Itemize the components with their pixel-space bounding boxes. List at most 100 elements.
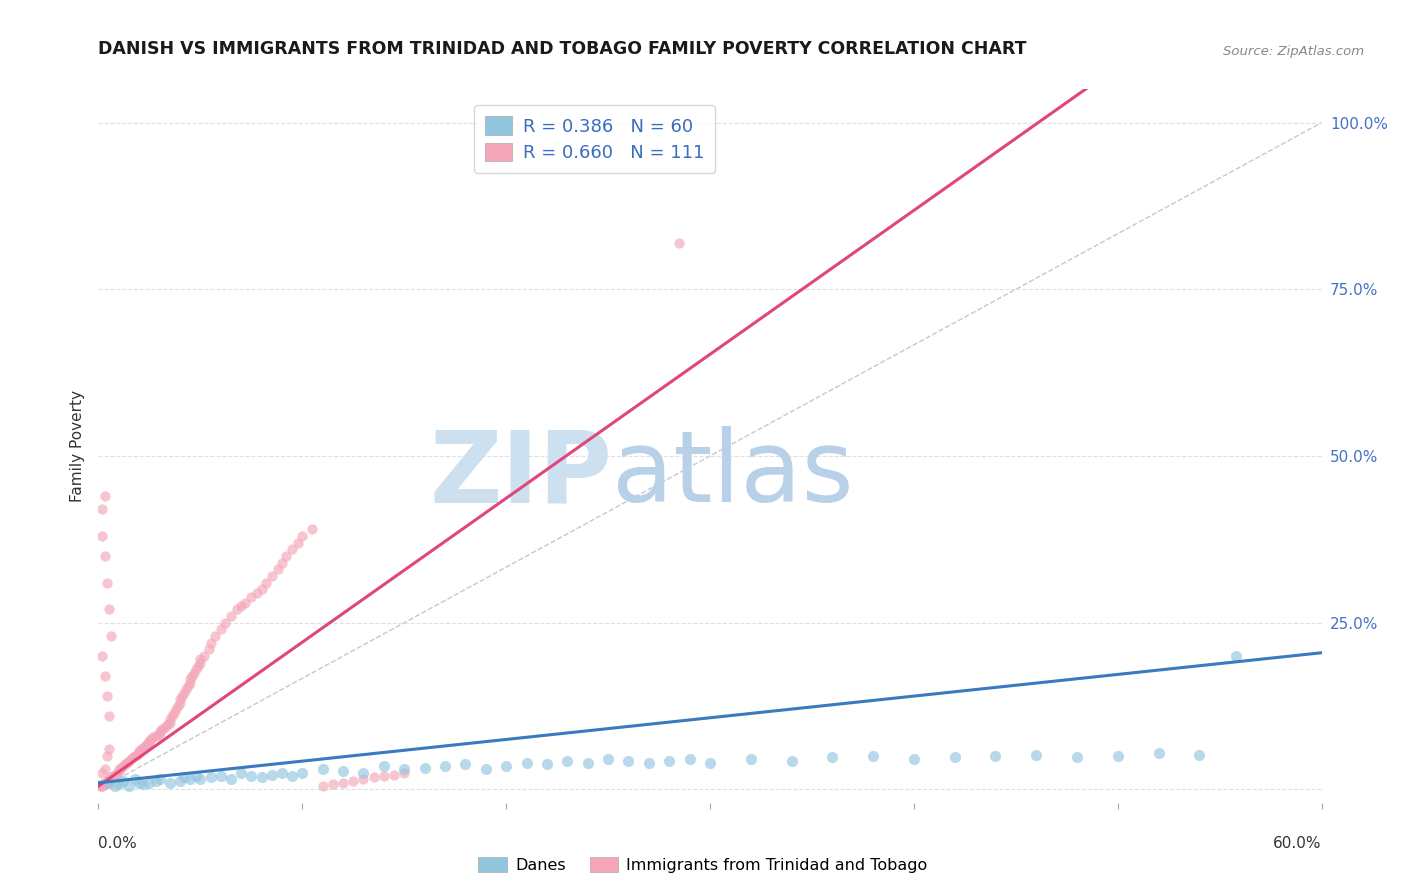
Text: ZIP: ZIP	[429, 426, 612, 523]
Point	[138, 776, 160, 790]
Point	[97, 772, 120, 787]
Point	[291, 765, 314, 780]
Point	[240, 769, 263, 783]
Point	[97, 776, 120, 790]
Point	[274, 549, 297, 563]
Point	[91, 779, 114, 793]
Point	[120, 752, 142, 766]
Point	[270, 765, 294, 780]
Point	[373, 769, 395, 783]
Point	[169, 774, 191, 789]
Point	[233, 596, 256, 610]
Point	[100, 629, 122, 643]
Point	[413, 761, 436, 775]
Point	[322, 777, 344, 791]
Point	[129, 742, 152, 756]
Point	[186, 662, 208, 676]
Point	[903, 752, 925, 766]
Point	[93, 549, 115, 563]
Point	[1025, 747, 1047, 762]
Point	[156, 717, 179, 731]
Point	[145, 774, 167, 789]
Point	[97, 602, 120, 616]
Point	[170, 689, 193, 703]
Point	[155, 719, 177, 733]
Point	[159, 715, 181, 730]
Point	[281, 769, 304, 783]
Point	[392, 765, 416, 780]
Point	[740, 752, 762, 766]
Point	[169, 696, 191, 710]
Point	[200, 636, 222, 650]
Point	[101, 769, 124, 783]
Point	[149, 723, 172, 738]
Point	[474, 763, 498, 777]
Point	[454, 757, 477, 772]
Point	[219, 609, 242, 624]
Point	[93, 763, 115, 777]
Y-axis label: Family Poverty: Family Poverty	[70, 390, 86, 502]
Legend: Danes, Immigrants from Trinidad and Tobago: Danes, Immigrants from Trinidad and Toba…	[472, 851, 934, 880]
Point	[1066, 750, 1088, 764]
Point	[122, 750, 145, 764]
Point	[108, 777, 131, 791]
Text: 0.0%: 0.0%	[98, 836, 138, 851]
Point	[1188, 747, 1211, 762]
Point	[392, 763, 416, 777]
Point	[301, 522, 323, 536]
Point	[943, 750, 966, 764]
Point	[219, 772, 242, 787]
Point	[260, 569, 283, 583]
Point	[141, 732, 163, 747]
Point	[188, 656, 212, 670]
Point	[104, 779, 127, 793]
Point	[250, 582, 273, 597]
Point	[127, 747, 149, 762]
Point	[89, 779, 111, 793]
Point	[984, 749, 1007, 764]
Point	[97, 742, 120, 756]
Point	[231, 599, 253, 613]
Point	[93, 776, 115, 790]
Point	[668, 235, 690, 250]
Point	[96, 774, 118, 789]
Text: DANISH VS IMMIGRANTS FROM TRINIDAD AND TOBAGO FAMILY POVERTY CORRELATION CHART: DANISH VS IMMIGRANTS FROM TRINIDAD AND T…	[98, 40, 1026, 58]
Point	[197, 642, 219, 657]
Point	[167, 699, 190, 714]
Point	[91, 502, 114, 516]
Point	[111, 759, 134, 773]
Point	[108, 764, 131, 778]
Point	[1107, 749, 1129, 764]
Point	[267, 562, 290, 576]
Point	[132, 777, 155, 791]
Point	[240, 591, 263, 605]
Point	[204, 629, 226, 643]
Point	[254, 575, 277, 590]
Point	[115, 756, 138, 770]
Point	[169, 692, 191, 706]
Point	[159, 713, 181, 727]
Point	[557, 755, 579, 769]
Point	[111, 774, 134, 789]
Point	[173, 771, 195, 785]
Point	[105, 765, 128, 780]
Point	[97, 709, 120, 723]
Point	[862, 749, 884, 764]
Point	[617, 755, 640, 769]
Point	[142, 731, 165, 745]
Point	[699, 756, 721, 770]
Point	[96, 689, 118, 703]
Point	[150, 723, 173, 737]
Point	[186, 769, 208, 783]
Point	[187, 659, 209, 673]
Point	[91, 529, 114, 543]
Point	[114, 757, 136, 772]
Point	[128, 776, 150, 790]
Point	[598, 752, 620, 766]
Point	[165, 702, 187, 716]
Point	[100, 771, 122, 785]
Point	[134, 739, 156, 753]
Point	[1225, 649, 1247, 664]
Point	[93, 669, 115, 683]
Point	[118, 779, 141, 793]
